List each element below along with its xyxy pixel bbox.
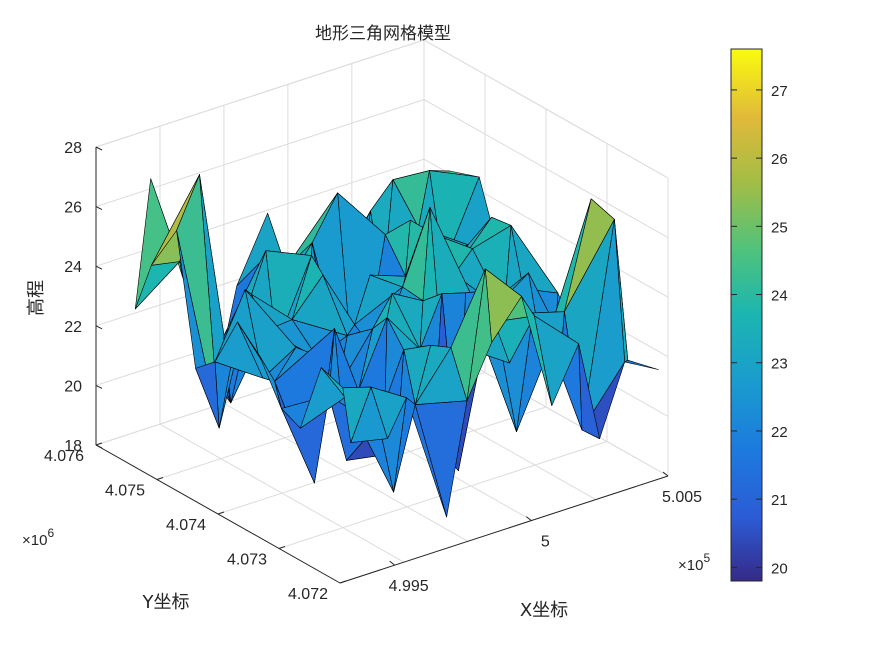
y-tick bbox=[278, 546, 286, 549]
z-tick bbox=[95, 444, 103, 449]
x-axis-multiplier: ×105 bbox=[678, 551, 710, 574]
svg-text:×105: ×105 bbox=[678, 551, 710, 574]
colorbar-tick-label: 22 bbox=[771, 424, 788, 441]
x-tick bbox=[526, 516, 532, 521]
y-tick bbox=[339, 580, 347, 584]
x-tick-label: 5 bbox=[541, 534, 550, 551]
z-tick-label: 20 bbox=[64, 378, 82, 395]
z-gridline bbox=[95, 39, 669, 179]
surface-triangle bbox=[195, 361, 220, 429]
tick-labels: 18 20 22 24 26 28 4.072 4.073 4.074 4.075 4.076 4.9… bbox=[44, 140, 702, 603]
x-axis-line bbox=[339, 475, 669, 584]
y-tick bbox=[217, 511, 225, 515]
colorbar-ticks: 20 21 22 23 24 25 26 27 bbox=[731, 83, 788, 577]
surface-triangle bbox=[342, 386, 372, 443]
y-tick-label: 4.073 bbox=[227, 552, 267, 569]
x-tick bbox=[389, 560, 395, 566]
z-axis-label: 高程 bbox=[26, 280, 47, 316]
colorbar-tick-label: 26 bbox=[771, 151, 788, 168]
terrain-surface bbox=[135, 170, 659, 518]
axes-box-edge bbox=[95, 39, 425, 148]
y-tick-label: 4.075 bbox=[105, 483, 145, 500]
z-tick bbox=[95, 325, 103, 330]
x-tick-label: 4.995 bbox=[389, 578, 429, 595]
x-axis-label: X坐标 bbox=[520, 600, 568, 621]
y-tick-label: 4.074 bbox=[166, 517, 206, 534]
y-tick-label: 4.072 bbox=[288, 586, 328, 603]
x-tick bbox=[662, 471, 669, 477]
surface-triangle bbox=[624, 359, 659, 370]
z-tick-label: 18 bbox=[64, 438, 82, 455]
svg-text:×106: ×106 bbox=[22, 526, 54, 549]
chart-title: 地形三角网格模型 bbox=[315, 24, 451, 44]
colorbar-tick-label: 21 bbox=[771, 492, 788, 509]
colorbar: 20 21 22 23 24 25 26 27 bbox=[730, 48, 788, 582]
z-tick bbox=[95, 206, 103, 211]
z-tick-label: 22 bbox=[64, 319, 82, 336]
z-tick-label: 28 bbox=[64, 140, 82, 157]
colorbar-tick-label: 23 bbox=[771, 356, 788, 373]
colorbar-gradient bbox=[730, 48, 763, 582]
axes-box-edge bbox=[423, 39, 669, 179]
colorbar-tick-label: 20 bbox=[771, 560, 788, 577]
colorbar-tick-label: 25 bbox=[771, 219, 788, 236]
z-tick bbox=[95, 384, 103, 389]
colorbar-tick-label: 24 bbox=[771, 288, 788, 305]
surface-triangle bbox=[466, 268, 492, 402]
y-axis-multiplier: ×106 bbox=[22, 526, 54, 549]
y-tick bbox=[156, 477, 164, 480]
z-tick bbox=[95, 265, 103, 270]
x-tick-label: 5.005 bbox=[662, 489, 702, 506]
y-tick bbox=[95, 442, 103, 446]
z-tick-label: 24 bbox=[64, 259, 82, 276]
z-tick bbox=[95, 146, 103, 151]
colorbar-tick-label: 27 bbox=[771, 83, 788, 100]
y-tick-label: 4.076 bbox=[44, 448, 84, 465]
surface-triangle bbox=[521, 296, 553, 407]
z-tick-label: 26 bbox=[64, 200, 82, 217]
y-axis-label: Y坐标 bbox=[142, 592, 190, 613]
